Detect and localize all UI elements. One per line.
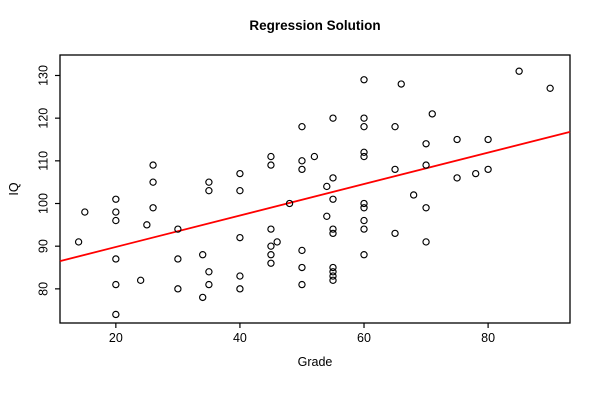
data-point	[273, 238, 281, 246]
data-point	[112, 310, 120, 319]
data-point	[484, 135, 492, 144]
data-point	[267, 161, 275, 169]
data-point	[329, 263, 337, 272]
data-point	[397, 80, 405, 88]
data-point	[329, 276, 337, 284]
data-point	[329, 174, 337, 182]
y-tick-label: 130	[36, 65, 50, 86]
x-axis-label: Grade	[297, 355, 333, 369]
y-tick-label: 100	[36, 193, 50, 214]
data-point	[136, 276, 145, 284]
data-point	[329, 229, 337, 238]
data-point	[149, 204, 157, 212]
data-point	[149, 161, 157, 169]
data-point	[391, 123, 399, 131]
data-point	[74, 238, 83, 246]
data-point	[143, 221, 151, 229]
data-point	[422, 238, 430, 246]
data-point	[199, 251, 207, 259]
data-point	[236, 272, 244, 280]
data-point	[205, 187, 213, 195]
data-point	[310, 152, 319, 161]
data-point	[360, 148, 368, 156]
data-point	[360, 123, 368, 131]
data-point	[360, 114, 368, 122]
regression-line	[59, 130, 571, 262]
data-point	[298, 123, 306, 131]
data-point	[174, 225, 182, 233]
data-point	[422, 140, 430, 148]
data-point	[422, 161, 430, 169]
data-point	[329, 114, 337, 122]
data-point	[453, 174, 461, 182]
plot-border	[59, 54, 571, 324]
data-point	[515, 67, 523, 75]
data-point	[360, 152, 368, 161]
data-point	[453, 135, 461, 144]
data-point	[422, 204, 430, 212]
data-point	[236, 285, 244, 293]
data-point	[267, 242, 275, 250]
data-point	[360, 199, 368, 208]
x-tick-label: 20	[109, 331, 123, 345]
data-point	[267, 251, 275, 259]
y-tick-label: 120	[36, 108, 50, 129]
data-point	[149, 178, 157, 186]
data-point	[267, 152, 275, 161]
data-point	[205, 178, 213, 186]
y-tick-label: 80	[36, 282, 50, 296]
data-point	[391, 229, 399, 238]
data-point	[174, 285, 182, 293]
y-tick-label: 110	[36, 151, 50, 171]
data-point	[205, 268, 213, 276]
data-point	[298, 280, 306, 289]
data-point	[267, 225, 275, 233]
y-tick-label: 90	[36, 239, 50, 253]
data-point	[298, 157, 306, 165]
data-point	[472, 169, 480, 178]
data-point	[112, 255, 120, 263]
data-point	[112, 208, 120, 216]
data-point	[323, 212, 331, 220]
data-point	[112, 216, 120, 225]
data-point	[428, 110, 436, 118]
x-tick-label: 80	[481, 331, 495, 345]
data-point	[360, 225, 368, 233]
data-point	[391, 165, 399, 174]
data-point	[298, 165, 306, 174]
data-point	[199, 293, 207, 302]
data-point	[112, 280, 120, 289]
data-point	[329, 268, 337, 276]
data-point	[236, 169, 244, 178]
data-point	[360, 204, 368, 212]
chart-title: Regression Solution	[249, 18, 381, 33]
data-point	[360, 251, 368, 259]
data-point	[112, 195, 120, 203]
data-point	[323, 182, 331, 191]
data-point	[236, 187, 244, 195]
data-point	[360, 216, 368, 225]
data-point	[298, 263, 306, 272]
data-point	[285, 199, 294, 208]
data-point	[174, 255, 182, 263]
data-point	[546, 84, 554, 92]
data-point	[329, 195, 337, 203]
data-point	[329, 225, 337, 233]
data-point	[329, 272, 337, 280]
data-point	[298, 246, 306, 255]
data-point	[205, 280, 213, 289]
data-point	[236, 233, 244, 242]
data-point	[267, 259, 275, 267]
x-tick-label: 40	[233, 331, 247, 345]
data-point	[81, 208, 89, 216]
x-tick-label: 60	[357, 331, 371, 345]
y-axis-label: IQ	[7, 182, 21, 196]
data-point	[360, 76, 368, 84]
data-point	[484, 165, 492, 174]
data-point	[409, 191, 418, 199]
